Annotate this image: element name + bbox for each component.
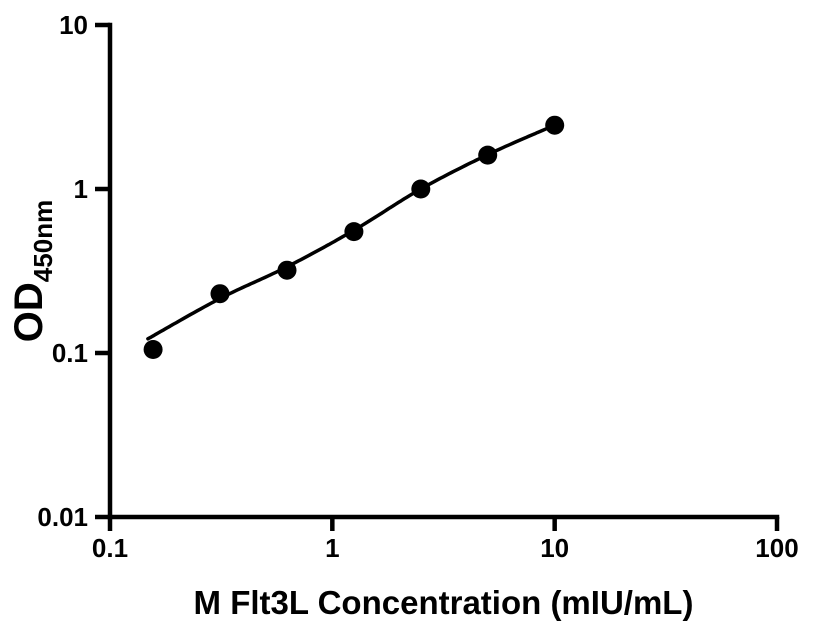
x-axis-tick-label: 1 [325,533,339,563]
y-axis-title: OD450nm [7,200,58,342]
scatter-series [143,115,565,359]
y-axis-tick-label: 10 [59,10,88,40]
x-axis-title: M Flt3L Concentration (mIU/mL) [194,584,694,621]
plot-axes [107,22,780,520]
y-axis-title-subscript: 450nm [28,200,58,282]
data-point [344,222,364,242]
data-point [411,179,431,199]
y-axis-tick-label: 0.1 [52,338,88,368]
data-point [545,115,565,135]
x-axis-tick-label: 100 [755,533,798,563]
y-axis-tick-label: 1 [74,174,88,204]
y-axis-tick-label: 0.01 [37,502,88,532]
data-point [210,284,230,304]
data-point [478,145,498,165]
data-point [143,340,163,359]
data-point [277,260,297,280]
x-axis-tick-label: 10 [540,533,569,563]
y-axis-title-main: OD [7,282,51,342]
x-axis-tick-label: 0.1 [92,533,128,563]
